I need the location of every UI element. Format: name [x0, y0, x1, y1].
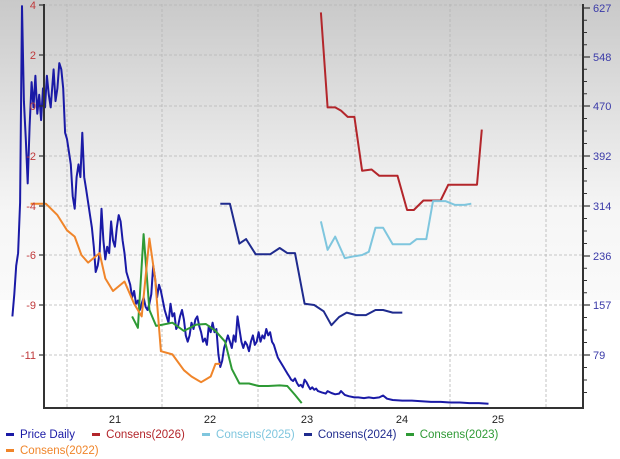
legend-label: Consens(2026): [106, 429, 185, 441]
series-line-consens-2026-: [319, 12, 483, 211]
legend-label: Consens(2022): [20, 445, 99, 457]
x-tick-label: 23: [301, 414, 313, 425]
legend-swatch-icon: [202, 433, 211, 437]
right-tick-label: 548: [593, 52, 611, 64]
right-tick-label: 157: [593, 300, 611, 312]
x-axis: 21 22 23 24 25: [109, 414, 504, 425]
legend-label: Consens(2024): [317, 429, 397, 441]
x-tick-label: 22: [204, 414, 216, 425]
right-axis: 627 548 470 392 314 236 157 79: [583, 3, 611, 393]
legend-swatch-icon: [6, 433, 14, 437]
legend-label: Consens(2023): [419, 429, 499, 441]
legend: Price Daily Consens(2026) Consens(2025) …: [6, 427, 616, 459]
right-tick-label: 314: [593, 201, 611, 213]
left-tick-label: -9: [26, 300, 36, 312]
chart: 4 2 0 -2 -4 -6 -9 -11 627 548 470 392 314 236 157 79 2…: [0, 0, 620, 425]
left-tick-label: -2: [26, 151, 36, 163]
right-tick-label: 79: [593, 350, 605, 362]
left-tick-label: -11: [21, 350, 36, 362]
left-tick-label: 4: [30, 0, 36, 12]
right-tick-label: 392: [593, 151, 611, 163]
left-tick-label: -6: [26, 250, 36, 262]
series-lines: [11, 5, 489, 405]
left-axis: 4 2 0 -2 -4 -6 -9 -11: [21, 0, 44, 362]
legend-swatch-icon: [92, 433, 101, 437]
left-tick-label: 2: [30, 50, 36, 62]
legend-label: Price Daily: [20, 429, 75, 441]
legend-item-consens-2024[interactable]: Consens(2024): [303, 427, 397, 443]
legend-swatch-icon: [6, 449, 14, 453]
legend-item-consens-2025[interactable]: Consens(2025): [202, 427, 295, 443]
x-tick-label: 21: [109, 414, 121, 425]
left-tick-label: -4: [26, 201, 36, 213]
gridlines: [44, 4, 583, 408]
x-tick-label: 24: [396, 414, 408, 425]
legend-swatch-icon: [303, 433, 312, 437]
legend-item-consens-2023[interactable]: Consens(2023): [405, 427, 499, 443]
right-tick-label: 470: [593, 101, 611, 113]
series-line-consens-2022-: [30, 202, 221, 384]
series-line-consens-2025-: [319, 200, 472, 260]
left-tick-label: 0: [30, 101, 36, 113]
x-tick-label: 25: [492, 414, 504, 425]
series-line-consens-2023-: [131, 233, 303, 404]
right-tick-label: 627: [593, 3, 611, 15]
right-tick-label: 236: [593, 251, 611, 263]
legend-item-consens-2026[interactable]: Consens(2026): [92, 427, 185, 443]
series-line-consens-2024-: [220, 202, 403, 327]
legend-label: Consens(2025): [216, 429, 295, 441]
legend-swatch-icon: [405, 433, 414, 437]
legend-item-consens-2022[interactable]: Consens(2022): [6, 443, 99, 459]
legend-item-price-daily[interactable]: Price Daily: [6, 427, 75, 443]
